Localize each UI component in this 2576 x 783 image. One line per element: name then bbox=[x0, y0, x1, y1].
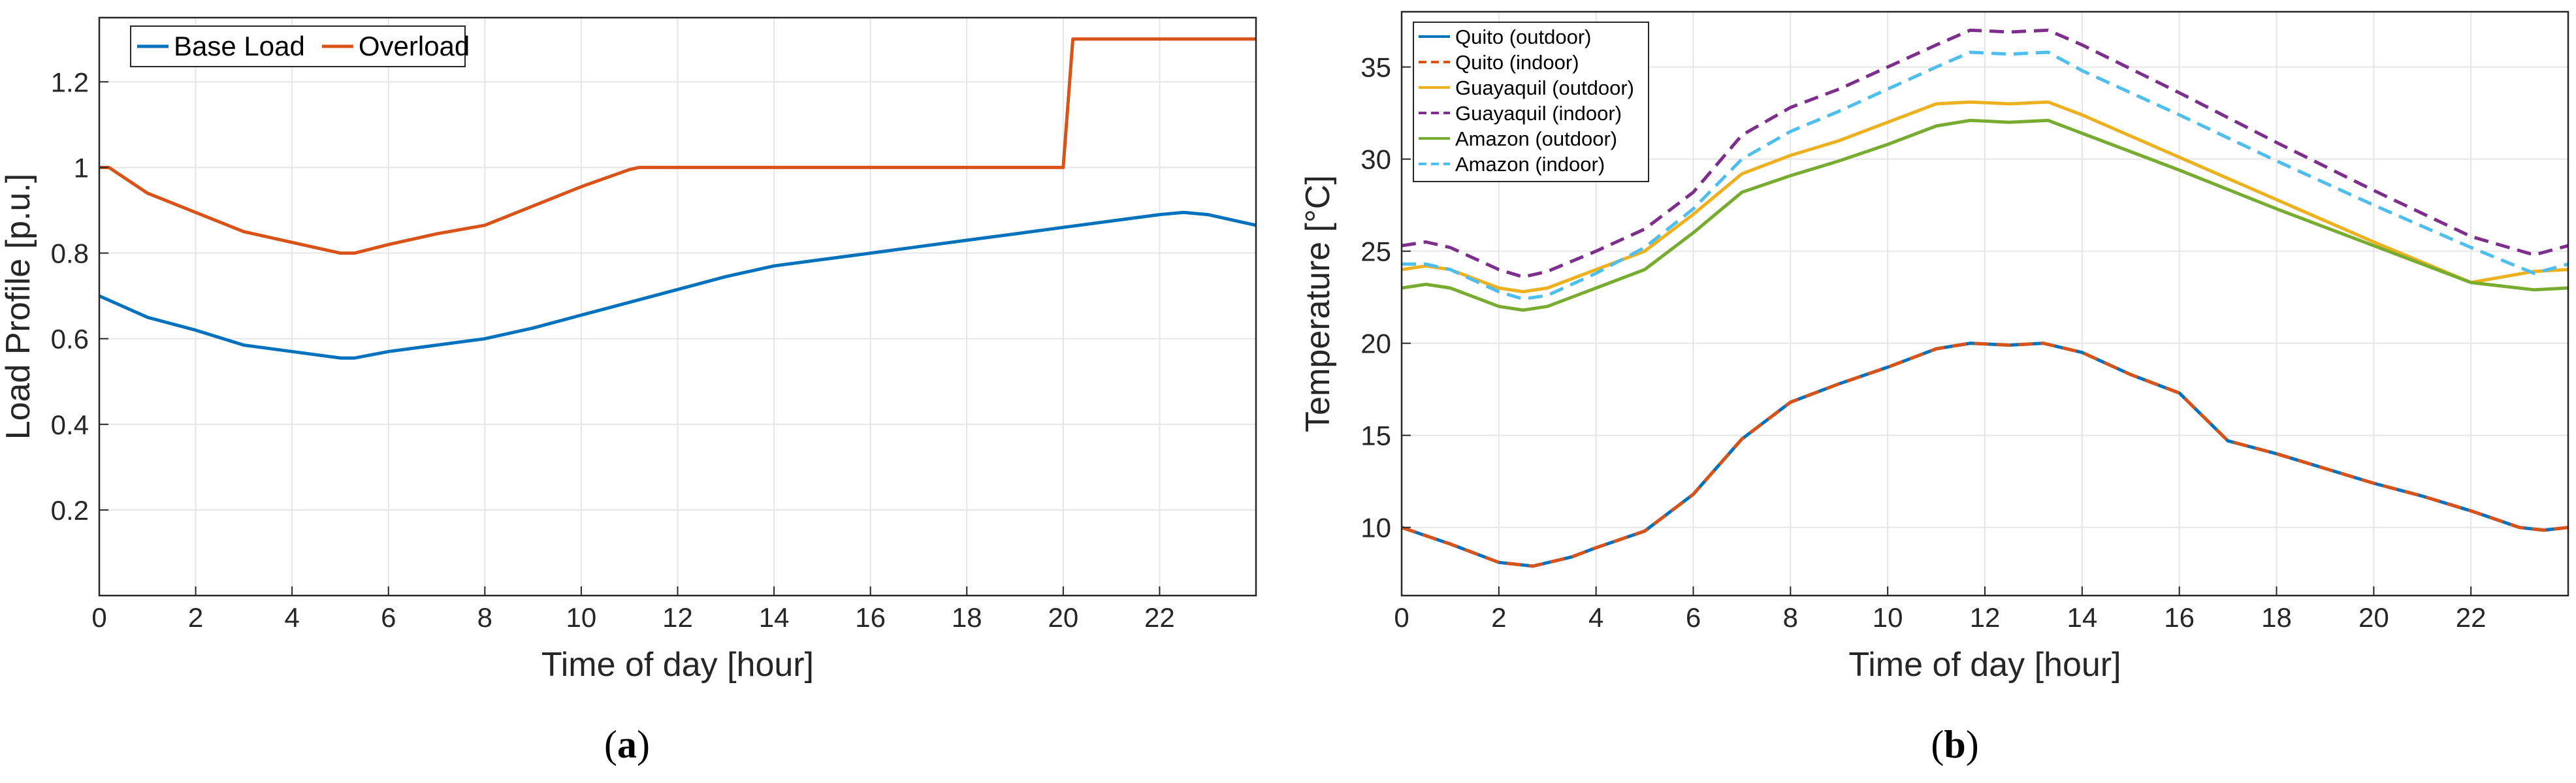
y-axis-label: Temperature [°C] bbox=[1299, 175, 1337, 432]
y-tick-label: 35 bbox=[1360, 52, 1391, 83]
legend: Base Load Overload bbox=[130, 25, 470, 67]
y-tick-label: 0.6 bbox=[51, 324, 89, 355]
series-line-amazon-indoor bbox=[1402, 50, 2569, 301]
x-tick-label: 8 bbox=[477, 602, 492, 633]
series-line-quito-indoor bbox=[1401, 342, 2569, 568]
series-line-guayaquil-outdoor bbox=[1401, 100, 2569, 294]
legend-label: Quito (indoor) bbox=[1455, 51, 1579, 74]
panel-caption-letter: a bbox=[617, 723, 637, 766]
legend-label: Overload bbox=[359, 31, 470, 61]
x-tick-label: 14 bbox=[759, 602, 790, 633]
x-tick-label: 10 bbox=[566, 602, 597, 633]
panel-caption: (b) bbox=[1931, 723, 1978, 766]
legend-label: Amazon (indoor) bbox=[1455, 153, 1605, 176]
x-tick-label: 18 bbox=[2261, 602, 2292, 633]
x-tick-label: 12 bbox=[662, 602, 693, 633]
x-tick-label: 10 bbox=[1873, 602, 1903, 633]
legend-label: Quito (outdoor) bbox=[1455, 25, 1592, 48]
y-tick-label: 1 bbox=[74, 152, 89, 183]
legend-box bbox=[1413, 22, 1649, 182]
legend-label: Guayaquil (indoor) bbox=[1455, 102, 1622, 125]
x-tick-label: 2 bbox=[1491, 602, 1506, 633]
panel-caption-letter: b bbox=[1944, 723, 1965, 766]
series-line-guayaquil-indoor bbox=[1401, 28, 2569, 279]
y-tick-label: 10 bbox=[1360, 513, 1391, 543]
x-tick-label: 6 bbox=[381, 602, 396, 633]
x-tick-label: 16 bbox=[2164, 602, 2195, 633]
y-tick-label: 0.4 bbox=[51, 409, 89, 440]
x-tick-label: 6 bbox=[1686, 602, 1701, 633]
y-tick-label: 0.2 bbox=[51, 495, 89, 526]
y-axis-label: Load Profile [p.u.] bbox=[0, 174, 37, 440]
x-tick-label: 8 bbox=[1783, 602, 1798, 633]
x-tick-label: 18 bbox=[952, 602, 982, 633]
legend-label: Base Load bbox=[174, 31, 305, 61]
x-tick-label: 22 bbox=[1144, 602, 1175, 633]
legend-label: Guayaquil (outdoor) bbox=[1455, 76, 1634, 99]
legend: Quito (outdoor)Quito (indoor)Guayaquil (… bbox=[1413, 22, 1649, 182]
y-tick-label: 30 bbox=[1360, 144, 1391, 175]
x-tick-label: 0 bbox=[91, 602, 106, 633]
y-tick-label: 1.2 bbox=[51, 67, 89, 97]
x-tick-label: 20 bbox=[2359, 602, 2389, 633]
series-line-base-load bbox=[98, 210, 1257, 360]
y-tick-label: 20 bbox=[1360, 328, 1391, 359]
x-tick-label: 20 bbox=[1048, 602, 1078, 633]
x-tick-label: 22 bbox=[2456, 602, 2487, 633]
x-tick-label: 14 bbox=[2067, 602, 2097, 633]
x-tick-label: 16 bbox=[855, 602, 886, 633]
x-tick-label: 4 bbox=[284, 602, 299, 633]
x-tick-label: 12 bbox=[1970, 602, 2001, 633]
y-tick-label: 15 bbox=[1360, 421, 1391, 451]
x-tick-label: 0 bbox=[1394, 602, 1409, 633]
panel-b-chart: 0 2 4 6 8 10 12 14 16 18 20 22 10 15 20 25 30 35 Time of d… bbox=[1299, 10, 2569, 766]
x-tick-label: 2 bbox=[188, 602, 203, 633]
y-tick-label: 0.8 bbox=[51, 238, 89, 269]
x-tick-label: 4 bbox=[1588, 602, 1603, 633]
panel-caption: (a) bbox=[604, 723, 650, 766]
legend-box bbox=[130, 25, 466, 67]
panel-a-chart: 0 2 4 6 8 10 12 14 16 18 20 22 0.2 0.4 0.6 0.8 1 1.2 Time … bbox=[0, 16, 1257, 766]
x-axis-label: Time of day [hour] bbox=[541, 646, 814, 684]
y-tick-label: 25 bbox=[1360, 236, 1391, 267]
series-line-amazon-outdoor bbox=[1401, 118, 2569, 312]
legend-label: Amazon (outdoor) bbox=[1455, 127, 1617, 150]
x-axis-label: Time of day [hour] bbox=[1848, 646, 2121, 684]
series-line-overload bbox=[99, 37, 1256, 255]
